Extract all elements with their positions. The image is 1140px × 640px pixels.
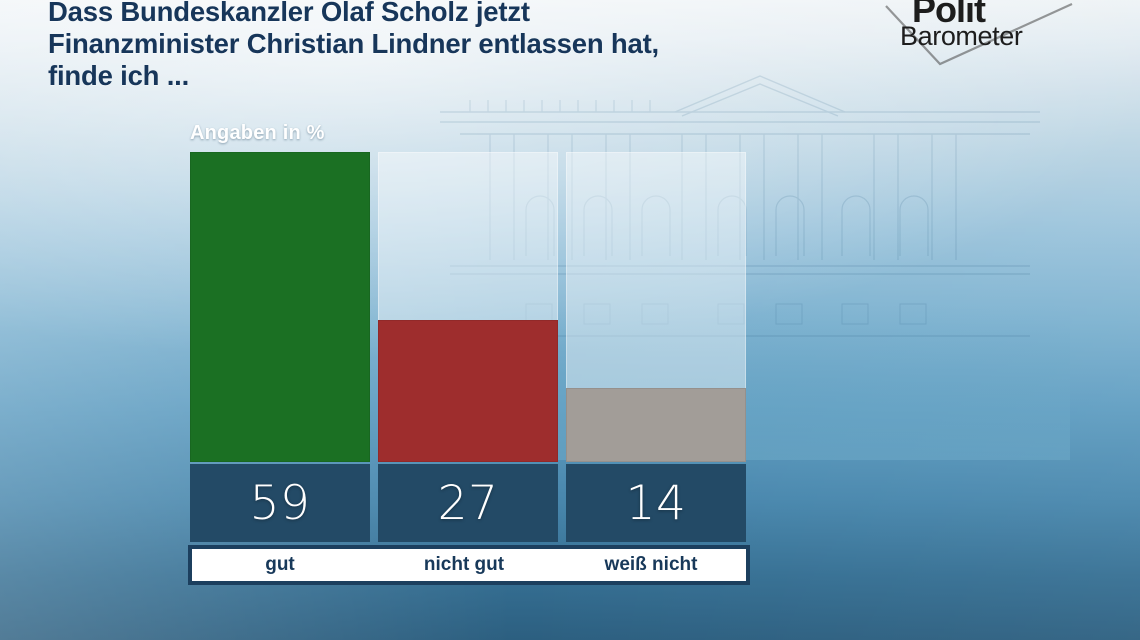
units-label: Angaben in % bbox=[190, 122, 325, 144]
chart-column-weiss-nicht: 14 bbox=[566, 152, 746, 550]
bar-track bbox=[190, 152, 370, 462]
value-label-nicht-gut: 27 bbox=[437, 475, 499, 531]
bar-track bbox=[378, 152, 558, 462]
category-label-weiss-nicht: weiß nicht bbox=[604, 554, 698, 575]
bar-nicht-gut bbox=[378, 320, 558, 462]
bar-track bbox=[566, 152, 746, 462]
title-line-2: Finanzminister Christian Lindner entlass… bbox=[48, 28, 659, 59]
value-box-weiss-nicht: 14 bbox=[566, 464, 746, 542]
category-label-strip: gut nicht gut weiß nicht bbox=[188, 545, 750, 585]
check-mark-icon bbox=[884, 2, 1076, 68]
value-box-nicht-gut: 27 bbox=[378, 464, 558, 542]
value-label-weiss-nicht: 14 bbox=[625, 475, 687, 531]
category-label-nicht-gut: nicht gut bbox=[423, 554, 505, 575]
value-box-gut: 59 bbox=[190, 464, 370, 542]
value-label-gut: 59 bbox=[249, 475, 311, 531]
bar-weiss-nicht bbox=[566, 388, 746, 462]
chart-column-gut: 59 bbox=[190, 152, 370, 550]
title-line-1: Dass Bundeskanzler Olaf Scholz jetzt bbox=[48, 0, 530, 27]
bar-chart: 59 27 14 bbox=[190, 152, 746, 550]
chart-column-nicht-gut: 27 bbox=[378, 152, 558, 550]
politbarometer-logo: Polit Barometer bbox=[878, 0, 1078, 66]
logo-word-polit: Polit bbox=[912, 0, 986, 30]
bar-gut bbox=[190, 152, 370, 462]
category-label-gut: gut bbox=[265, 554, 295, 575]
logo-word-barometer: Barometer bbox=[900, 21, 1023, 51]
title-line-3: finde ich ... bbox=[48, 60, 190, 91]
page-title: Dass Bundeskanzler Olaf Scholz jetzt Fin… bbox=[48, 0, 848, 92]
